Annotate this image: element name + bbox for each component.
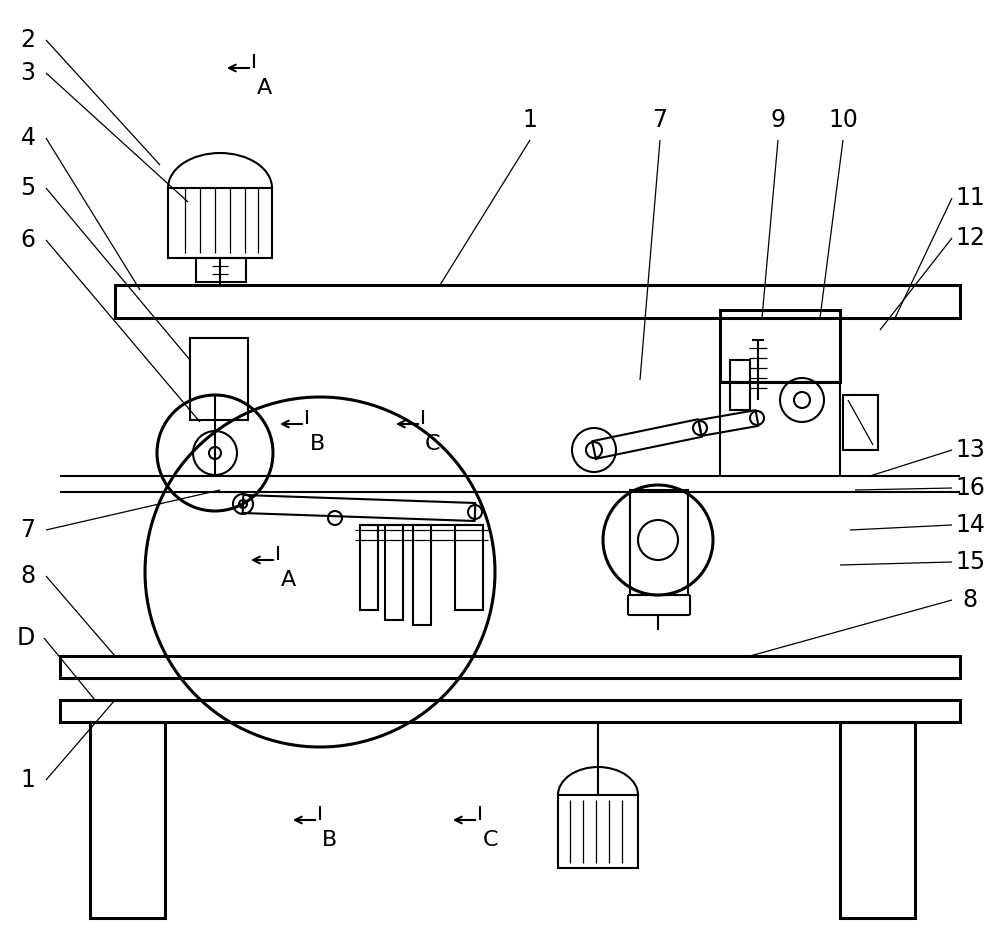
Text: 16: 16	[955, 476, 985, 500]
Text: 13: 13	[955, 438, 985, 462]
Text: 5: 5	[20, 176, 36, 200]
Text: 9: 9	[770, 108, 786, 132]
Text: 7: 7	[652, 108, 668, 132]
Text: 12: 12	[955, 226, 985, 250]
Bar	[60, 700, 960, 722]
Bar	[385, 525, 403, 620]
Bar	[840, 722, 915, 918]
Text: 1: 1	[523, 108, 537, 132]
Text: 7: 7	[20, 518, 36, 542]
Text: 8: 8	[20, 564, 36, 588]
Text: 1: 1	[21, 768, 35, 792]
Text: C: C	[482, 830, 498, 850]
Text: 14: 14	[955, 513, 985, 537]
Text: A: A	[256, 78, 272, 98]
Text: A: A	[280, 570, 296, 590]
Text: C: C	[425, 434, 441, 454]
Text: B: B	[322, 830, 338, 850]
Bar	[360, 525, 378, 610]
Text: B: B	[309, 434, 325, 454]
Text: 11: 11	[955, 186, 985, 210]
Bar	[168, 188, 272, 258]
Text: 6: 6	[20, 228, 36, 252]
Bar	[413, 525, 431, 625]
Bar	[190, 338, 248, 420]
Text: 4: 4	[20, 126, 36, 150]
Bar	[90, 722, 165, 918]
Bar	[630, 490, 688, 595]
Bar	[115, 285, 960, 318]
Text: D: D	[17, 626, 35, 650]
Bar	[196, 258, 246, 282]
Bar	[843, 395, 878, 450]
Bar	[60, 656, 960, 678]
Text: 15: 15	[955, 550, 985, 574]
Bar	[558, 795, 638, 868]
Text: 8: 8	[962, 588, 978, 612]
Text: 10: 10	[828, 108, 858, 132]
Text: 3: 3	[20, 61, 36, 85]
Bar	[720, 310, 840, 382]
Text: 2: 2	[20, 28, 36, 52]
Bar	[455, 525, 483, 610]
Bar	[730, 360, 750, 410]
